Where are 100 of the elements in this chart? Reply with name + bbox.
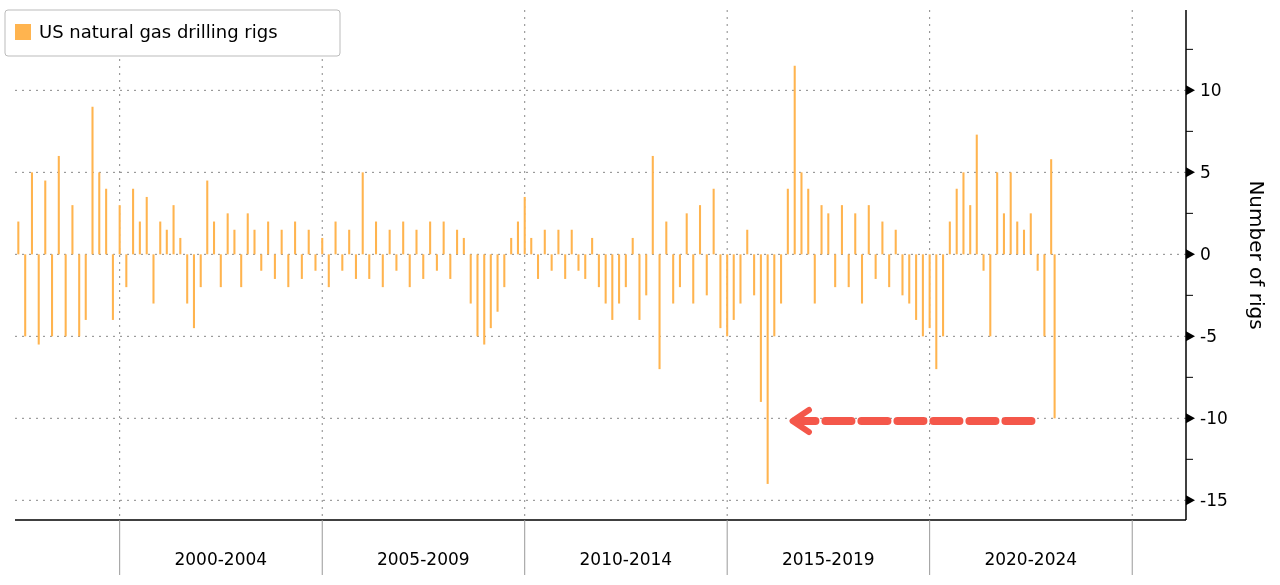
y-tick-label: -10 <box>1200 408 1228 429</box>
bar <box>429 221 432 255</box>
bar <box>516 221 519 255</box>
bar <box>30 172 33 255</box>
bar <box>192 254 195 329</box>
bar <box>577 254 580 271</box>
y-tick-label: -15 <box>1200 490 1228 511</box>
bar <box>186 254 189 304</box>
bar <box>246 213 249 255</box>
bar <box>888 254 891 288</box>
bar <box>807 188 810 255</box>
bar <box>624 254 627 288</box>
bar <box>813 254 816 304</box>
x-tick-label: 2010-2014 <box>579 549 673 569</box>
bar <box>361 172 364 255</box>
bar <box>84 254 87 320</box>
bar <box>557 229 560 255</box>
bar <box>591 237 594 255</box>
bar <box>867 205 870 255</box>
bar <box>152 254 155 304</box>
bar <box>739 254 742 304</box>
bar <box>658 254 661 370</box>
bar <box>975 134 978 255</box>
bar <box>550 254 553 271</box>
bar <box>51 254 54 337</box>
bar <box>800 172 803 255</box>
legend-label: US natural gas drilling rigs <box>39 21 278 43</box>
bar <box>219 254 222 288</box>
bar <box>260 254 263 271</box>
bar <box>267 221 270 255</box>
bar <box>300 254 303 279</box>
bar <box>287 254 290 288</box>
bar <box>915 254 918 320</box>
bar <box>827 213 830 255</box>
bar <box>496 254 499 312</box>
bar <box>935 254 938 370</box>
bar <box>834 254 837 288</box>
bar <box>24 254 27 337</box>
y-tick-label: 5 <box>1200 162 1211 183</box>
bar <box>1016 221 1019 255</box>
bar <box>165 229 168 255</box>
y-tick-label: -5 <box>1200 326 1217 347</box>
bar <box>422 254 425 279</box>
bar <box>476 254 479 337</box>
bar <box>206 180 209 255</box>
bar <box>645 254 648 296</box>
bar <box>962 172 965 255</box>
bar <box>469 254 472 304</box>
bar <box>78 254 81 337</box>
bar <box>1029 213 1032 255</box>
bar <box>820 205 823 255</box>
bar <box>199 254 202 288</box>
bar <box>685 213 688 255</box>
bar <box>348 229 351 255</box>
bar <box>874 254 877 279</box>
bar <box>44 180 47 255</box>
bar <box>989 254 992 337</box>
bar <box>793 65 796 255</box>
bar <box>510 237 513 255</box>
bar <box>584 254 587 279</box>
bar <box>564 254 567 279</box>
bar <box>786 188 789 255</box>
bar <box>719 254 722 329</box>
bar <box>179 237 182 255</box>
bar <box>1050 159 1053 255</box>
bar <box>847 254 850 288</box>
bar <box>233 229 236 255</box>
bar <box>503 254 506 288</box>
bar <box>449 254 452 279</box>
bar <box>280 229 283 255</box>
bar <box>98 172 101 255</box>
bar <box>692 254 695 304</box>
bar <box>334 221 337 255</box>
bar <box>611 254 614 320</box>
bar <box>91 106 94 255</box>
bar <box>631 237 634 255</box>
bar <box>759 254 762 402</box>
bar <box>341 254 344 271</box>
x-tick-label: 2005-2009 <box>376 549 470 569</box>
bar <box>213 221 216 255</box>
bar <box>705 254 708 296</box>
bar <box>240 254 243 288</box>
bar <box>314 254 317 271</box>
bar <box>638 254 641 320</box>
bar <box>570 229 573 255</box>
bar <box>327 254 330 288</box>
bar <box>860 254 864 304</box>
bar <box>1053 254 1056 419</box>
bar <box>942 254 945 337</box>
bar <box>753 254 756 296</box>
bar <box>118 205 121 255</box>
bar <box>307 229 310 255</box>
x-tick-label: 2015-2019 <box>781 549 875 569</box>
bar <box>726 254 729 337</box>
bar <box>618 254 621 304</box>
bar <box>435 254 438 271</box>
bar <box>854 213 857 255</box>
bar <box>746 229 749 255</box>
bar <box>37 254 40 345</box>
bar <box>894 229 897 255</box>
